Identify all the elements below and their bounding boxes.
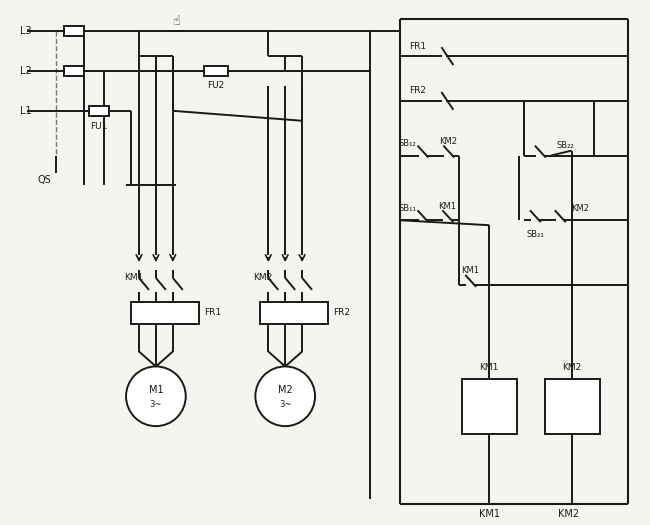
Text: FR1: FR1 xyxy=(203,308,221,317)
Text: L1: L1 xyxy=(20,106,31,116)
Text: 3~: 3~ xyxy=(150,400,162,409)
Circle shape xyxy=(126,366,186,426)
Text: L3: L3 xyxy=(20,26,31,36)
Text: M1: M1 xyxy=(149,385,163,395)
Bar xyxy=(203,66,227,76)
Bar xyxy=(261,302,328,324)
Circle shape xyxy=(255,366,315,426)
Bar xyxy=(462,380,517,434)
Text: KM2: KM2 xyxy=(439,137,458,146)
Text: KM1: KM1 xyxy=(438,202,456,211)
Bar xyxy=(64,26,84,36)
Bar xyxy=(545,380,599,434)
Text: KM2: KM2 xyxy=(562,363,581,372)
Bar xyxy=(131,302,199,324)
Text: KM2: KM2 xyxy=(254,274,272,282)
Text: SB₂₁: SB₂₁ xyxy=(526,229,544,239)
Text: KM1: KM1 xyxy=(462,267,479,276)
Text: ☝: ☝ xyxy=(172,15,179,28)
Text: FU1: FU1 xyxy=(90,122,108,131)
Text: KM2: KM2 xyxy=(558,509,579,519)
Bar xyxy=(64,66,84,76)
Text: SB₁₂: SB₁₂ xyxy=(398,139,417,148)
Text: KM2: KM2 xyxy=(571,204,589,213)
Text: FR2: FR2 xyxy=(333,308,350,317)
Text: 3~: 3~ xyxy=(279,400,291,409)
Text: L2: L2 xyxy=(20,66,31,76)
Text: FR1: FR1 xyxy=(409,41,426,50)
Text: FR2: FR2 xyxy=(409,87,426,96)
Text: SB₂₂: SB₂₂ xyxy=(557,141,575,150)
Text: KM1: KM1 xyxy=(124,274,144,282)
Text: M2: M2 xyxy=(278,385,292,395)
Bar xyxy=(89,106,109,116)
Text: KM1: KM1 xyxy=(480,363,499,372)
Text: SB₁₁: SB₁₁ xyxy=(398,204,417,213)
Text: KM1: KM1 xyxy=(478,509,500,519)
Text: QS: QS xyxy=(38,175,51,185)
Text: FU2: FU2 xyxy=(207,81,224,90)
